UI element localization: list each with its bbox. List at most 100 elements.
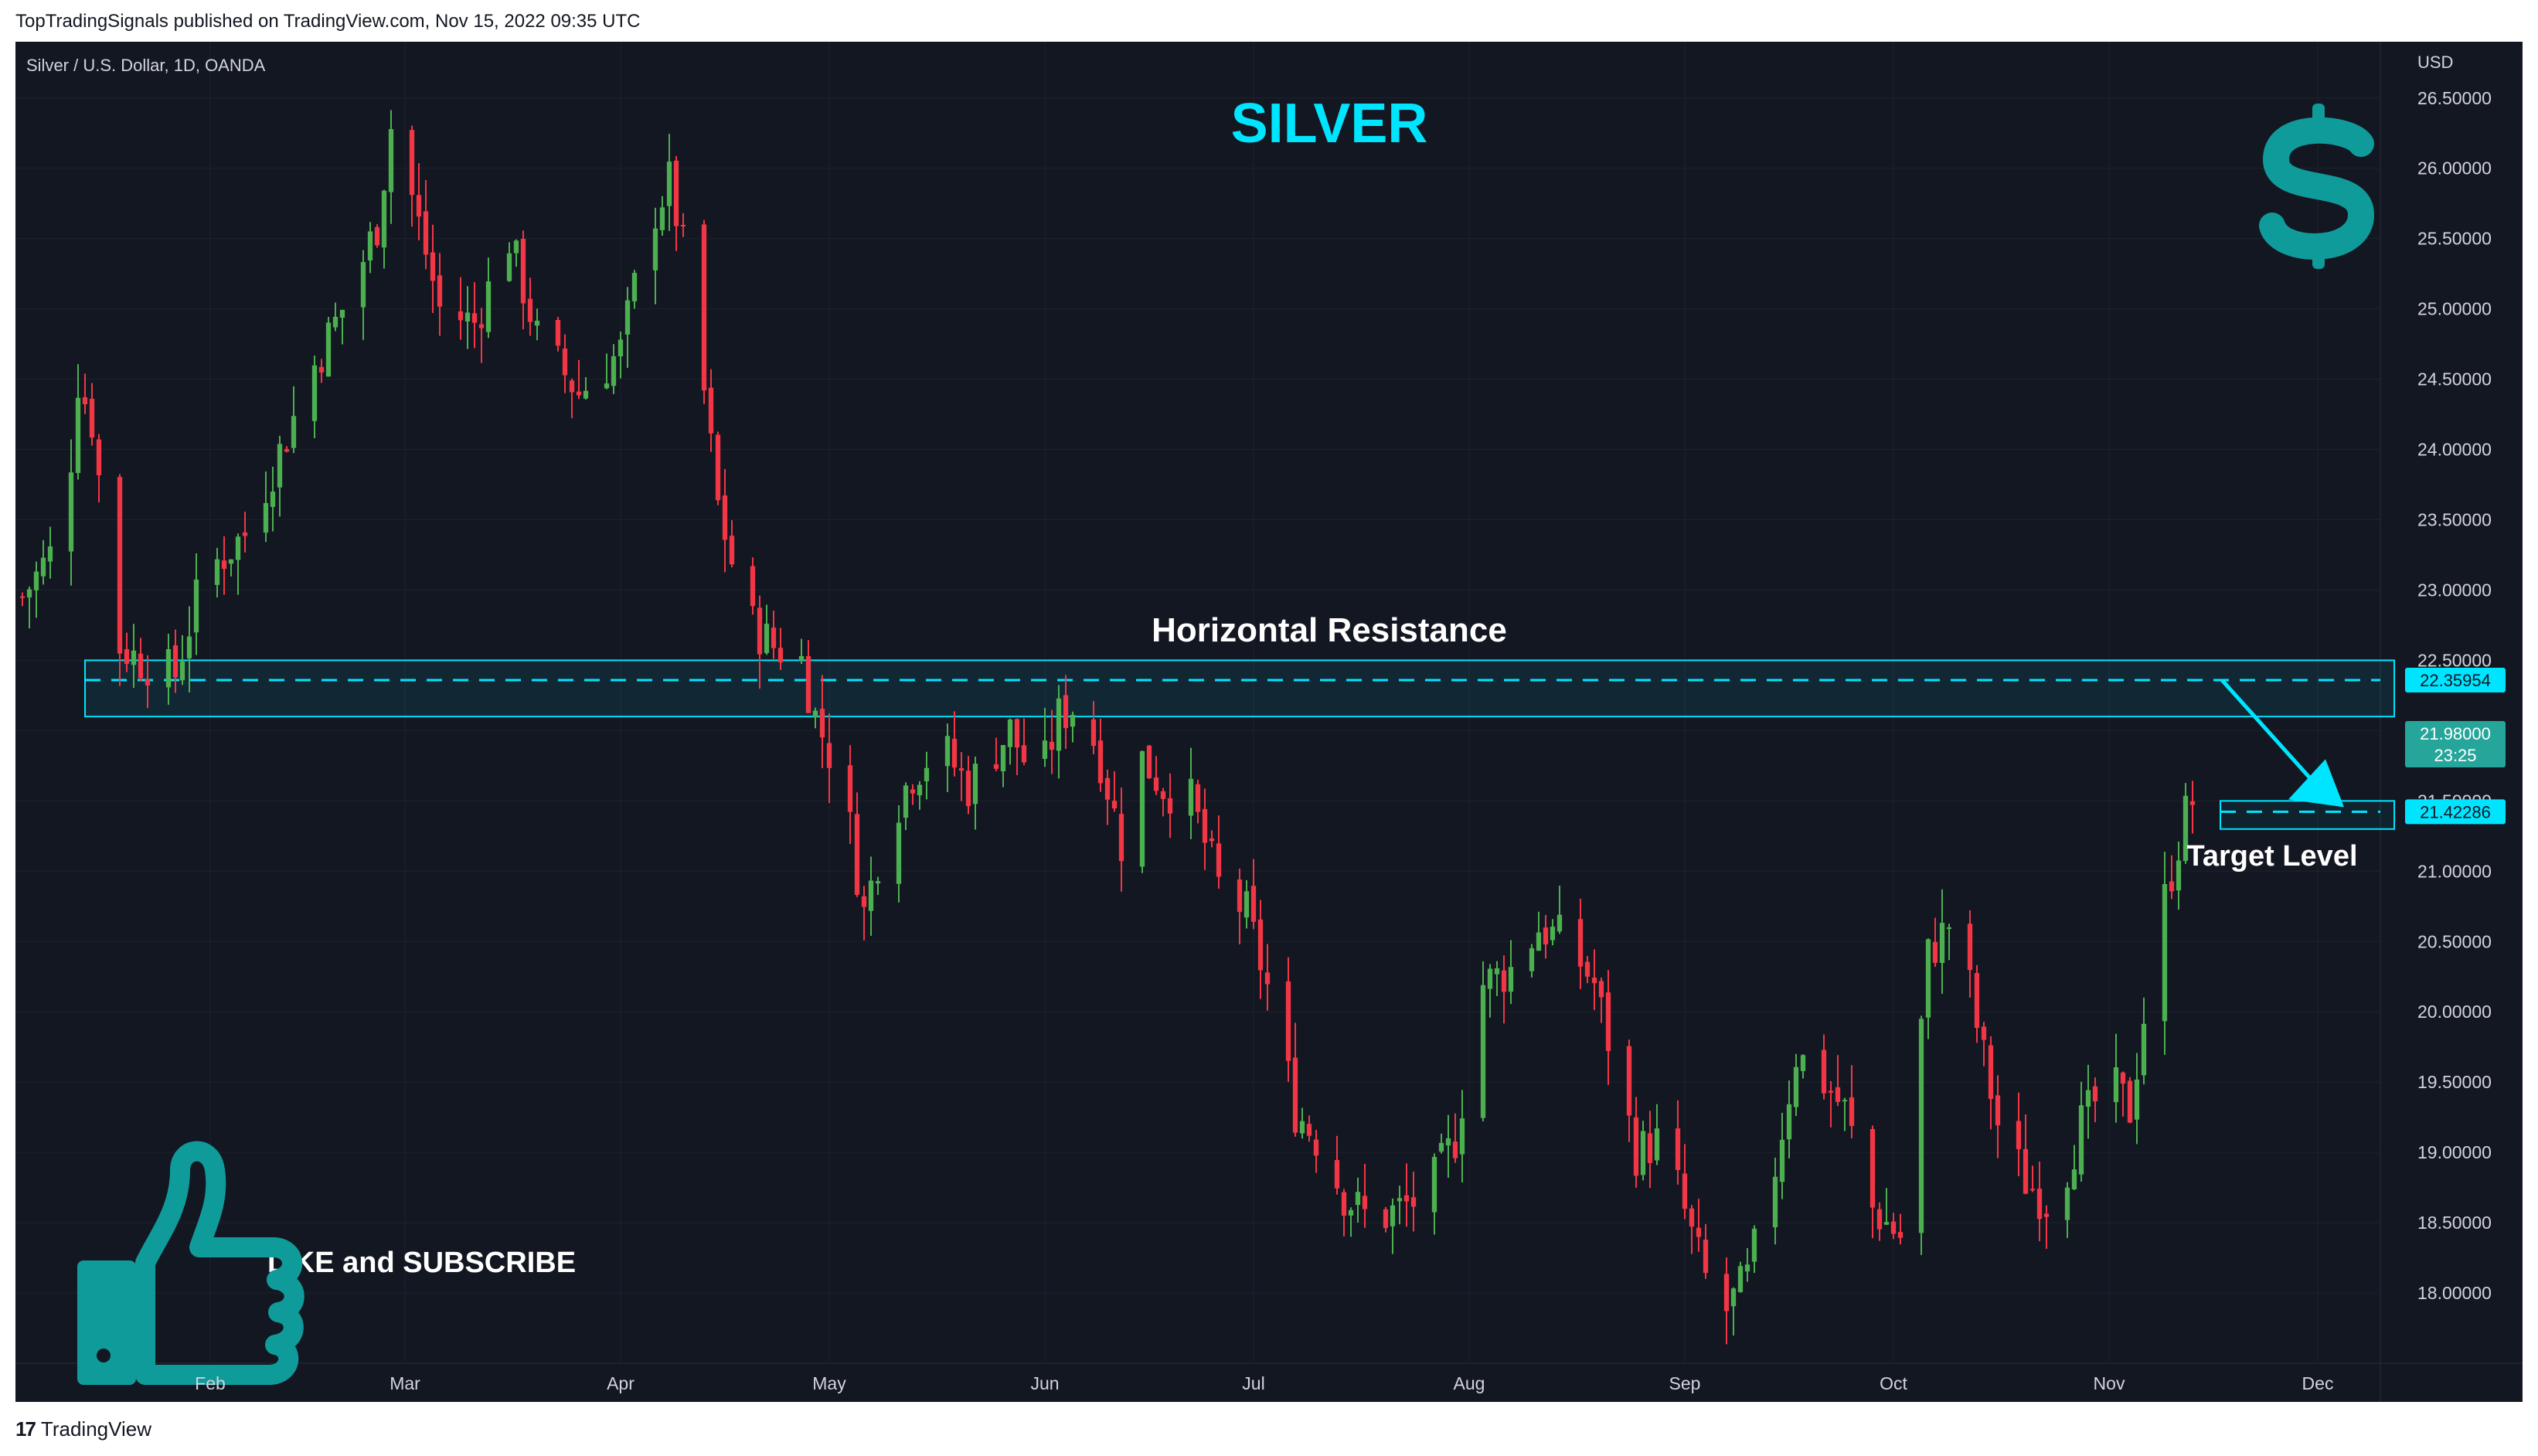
candle-body xyxy=(555,319,561,346)
time-tick-label: May xyxy=(812,1373,846,1393)
candle-body xyxy=(1647,1133,1653,1163)
candle-body xyxy=(1160,791,1166,799)
candle-body xyxy=(652,228,658,270)
candle-body xyxy=(659,207,665,230)
candle-body xyxy=(722,495,728,540)
candle-body xyxy=(1118,814,1124,862)
candle-body xyxy=(1501,970,1507,992)
candle-body xyxy=(75,397,81,474)
time-axis[interactable]: Feb Mar Apr May Jun Jul Aug Sep Oct Nov Dec xyxy=(195,1373,2333,1393)
candle-body xyxy=(1355,1192,1361,1206)
chart-panel[interactable]: Silver / U.S. Dollar, 1D, OANDA SILVER H… xyxy=(15,42,2523,1402)
candle-body xyxy=(1890,1221,1897,1234)
candle-body xyxy=(896,822,902,884)
target-price-tag: 21.42286 xyxy=(2405,799,2506,825)
candle-body xyxy=(1410,1197,1417,1207)
candle-body xyxy=(2043,1213,2050,1217)
candle-body xyxy=(847,765,853,812)
time-tick-label: Oct xyxy=(1880,1373,1907,1393)
candle-body xyxy=(1056,698,1062,751)
candle-body xyxy=(423,211,429,255)
candle-body xyxy=(1390,1205,1396,1226)
candle-body xyxy=(1299,1121,1305,1134)
candle-body xyxy=(2029,1189,2036,1191)
candle-body xyxy=(1216,843,1222,877)
candle-body xyxy=(1869,1128,1876,1208)
candle-body xyxy=(2169,881,2175,892)
candle-body xyxy=(291,416,297,448)
candle-body xyxy=(1508,967,1514,992)
currency-label: USD xyxy=(2417,53,2453,72)
price-tick-label: 20.50000 xyxy=(2417,931,2492,951)
candle-body xyxy=(1257,919,1264,971)
candle-body xyxy=(1932,941,1938,963)
candle-body xyxy=(1397,1198,1403,1202)
price-tick-label: 21.00000 xyxy=(2417,861,2492,881)
candle-body xyxy=(1202,808,1208,843)
price-tick-label: 25.00000 xyxy=(2417,299,2492,319)
tradingview-footer[interactable]: 17 TradingView xyxy=(15,1417,151,1441)
candle-body xyxy=(1543,927,1549,944)
candle-body xyxy=(1967,924,1973,971)
candle-body xyxy=(374,226,380,246)
candle-body xyxy=(1876,1209,1883,1230)
footer-brand: TradingView xyxy=(40,1417,151,1441)
candle-body xyxy=(242,532,248,536)
price-tick-label: 23.00000 xyxy=(2417,580,2492,600)
candle-body xyxy=(2189,801,2196,805)
candle-body xyxy=(2120,1072,2126,1084)
candle-body xyxy=(1007,719,1013,747)
candle-body xyxy=(2071,1169,2077,1189)
candle-body xyxy=(437,275,443,307)
published-header: TopTradingSignals published on TradingVi… xyxy=(15,11,641,32)
candle-body xyxy=(576,391,582,396)
time-tick-label: Sep xyxy=(1669,1373,1701,1393)
resistance-zone[interactable] xyxy=(84,659,2395,718)
candle-body xyxy=(478,324,485,328)
candle-body xyxy=(193,579,199,633)
candle-body xyxy=(562,348,568,376)
time-tick-label: Apr xyxy=(607,1373,634,1393)
price-tick-label: 24.50000 xyxy=(2417,369,2492,390)
price-tick-label: 18.00000 xyxy=(2417,1283,2492,1303)
candle-body xyxy=(680,225,686,227)
candle-body xyxy=(1362,1196,1368,1209)
candle-body xyxy=(944,736,951,767)
cta-text: LIKE and SUBSCRIBE xyxy=(267,1247,576,1279)
candle-body xyxy=(729,536,735,565)
candle-body xyxy=(186,636,192,658)
candle-body xyxy=(1626,1046,1632,1116)
candle-body xyxy=(263,502,269,533)
candle-body xyxy=(861,896,867,907)
candle-body xyxy=(917,784,923,796)
candle-body xyxy=(138,653,144,679)
candle-body xyxy=(819,709,825,738)
candle-body xyxy=(1849,1097,1855,1126)
time-tick-label: Feb xyxy=(195,1373,226,1393)
candle-body xyxy=(464,312,471,321)
price-chart[interactable]: Silver / U.S. Dollar, 1D, OANDA SILVER H… xyxy=(15,42,2523,1402)
candle-body xyxy=(1730,1288,1737,1307)
candle-body xyxy=(1021,745,1027,763)
candle-body xyxy=(1188,778,1194,816)
last-price-tag: 21.98000 23:25 xyxy=(2405,721,2506,768)
candle-body xyxy=(1237,879,1243,912)
candle-body xyxy=(19,596,26,598)
candle-body xyxy=(485,281,492,332)
time-tick-label: Dec xyxy=(2302,1373,2334,1393)
target-zone[interactable] xyxy=(2220,800,2395,830)
candle-body xyxy=(1703,1240,1709,1274)
candle-body xyxy=(47,546,53,562)
candle-body xyxy=(1939,923,1945,963)
candle-body xyxy=(708,387,714,434)
candle-body xyxy=(1821,1049,1827,1094)
candle-body xyxy=(1250,886,1257,922)
candle-body xyxy=(771,628,777,648)
svg-text:22.35954: 22.35954 xyxy=(2420,671,2491,690)
candle-body xyxy=(958,768,965,771)
thumbs-up-icon xyxy=(77,1141,304,1385)
candle-body xyxy=(1348,1209,1354,1216)
candle-body xyxy=(1946,927,1952,929)
candle-body xyxy=(1049,741,1055,750)
candle-body xyxy=(381,190,387,248)
